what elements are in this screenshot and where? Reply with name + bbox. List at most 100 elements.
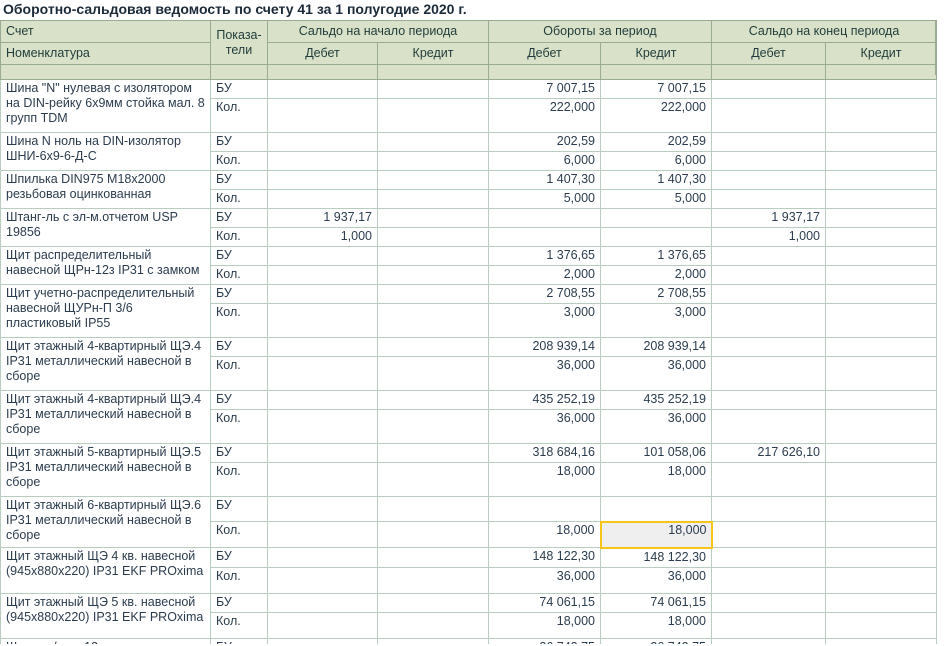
cell-turnover-credit[interactable]: 18,000 — [600, 611, 712, 639]
cell-indicator-kol[interactable]: Кол. — [210, 227, 268, 247]
cell-turnover-debit[interactable] — [488, 496, 601, 522]
cell-closing-debit[interactable] — [711, 246, 826, 266]
cell-turnover-credit[interactable] — [600, 208, 712, 228]
cell-nomenclature[interactable]: Шина "N" нулевая с изолятором на DIN-рей… — [0, 79, 211, 133]
cell-indicator-kol[interactable]: Кол. — [210, 303, 268, 338]
cell-opening-credit[interactable] — [377, 208, 489, 228]
cell-nomenclature[interactable]: Шина N ноль на DIN-изолятор ШНИ-6х9-6-Д-… — [0, 132, 211, 171]
cell-opening-credit[interactable] — [377, 356, 489, 391]
cell-turnover-credit[interactable]: 18,000 — [600, 462, 712, 497]
cell-turnover-credit[interactable]: 3,000 — [600, 303, 712, 338]
cell-turnover-debit[interactable]: 1 407,30 — [488, 170, 601, 190]
cell-indicator-bu[interactable]: БУ — [210, 496, 268, 522]
table-row[interactable]: Кол. 36,000 36,000 — [1, 409, 938, 444]
cell-closing-credit[interactable] — [824, 356, 938, 391]
table-row[interactable]: Щит этажный 6-квартирный ЩЭ.6 IP31 метал… — [0, 496, 938, 548]
cell-opening-debit[interactable] — [267, 592, 378, 613]
cell-indicator-kol[interactable]: Кол. — [210, 409, 268, 444]
table-scroll-area[interactable]: Счет Показа- тели Сальдо на начало перио… — [0, 20, 947, 644]
cell-turnover-credit[interactable]: 1 407,30 — [600, 170, 712, 190]
cell-closing-credit[interactable] — [824, 496, 938, 522]
cell-opening-credit[interactable] — [377, 337, 489, 357]
table-row[interactable]: Кол. 18,000 18,000 — [1, 462, 938, 497]
cell-turnover-credit[interactable]: 36,000 — [600, 356, 712, 391]
table-row[interactable]: Шина N ноль на DIN-изолятор ШНИ-6х9-6-Д-… — [0, 132, 938, 171]
cell-closing-credit[interactable] — [824, 132, 938, 152]
cell-turnover-credit[interactable]: 74 061,15 — [600, 592, 712, 613]
cell-opening-credit[interactable] — [377, 303, 489, 338]
cell-indicator-kol[interactable]: Кол. — [210, 521, 268, 548]
cell-nomenclature[interactable]: Щит распределительный навесной ЩРн-12з I… — [0, 246, 211, 285]
cell-turnover-debit[interactable]: 18,000 — [488, 611, 601, 639]
cell-closing-credit[interactable] — [824, 189, 938, 209]
cell-turnover-debit[interactable]: 435 252,19 — [488, 390, 601, 410]
cell-turnover-debit[interactable]: 318 684,16 — [488, 443, 601, 463]
cell-closing-debit[interactable] — [711, 170, 826, 190]
cell-closing-debit[interactable] — [711, 151, 826, 171]
cell-opening-debit[interactable] — [267, 521, 378, 548]
cell-indicator-bu[interactable]: БУ — [210, 170, 268, 190]
cell-closing-credit[interactable] — [824, 611, 938, 639]
cell-turnover-debit[interactable]: 2 708,55 — [488, 284, 601, 304]
cell-opening-credit[interactable] — [377, 637, 489, 644]
cell-turnover-credit[interactable]: 5,000 — [600, 189, 712, 209]
cell-closing-debit[interactable] — [711, 566, 826, 594]
cell-opening-credit[interactable] — [377, 521, 489, 548]
cell-nomenclature[interactable]: Щит этажный 4-квартирный ЩЭ.4 IP31 метал… — [0, 337, 211, 391]
cell-nomenclature[interactable]: Щит этажный 5-квартирный ЩЭ.5 IP31 метал… — [0, 443, 211, 497]
cell-opening-credit[interactable] — [377, 189, 489, 209]
cell-opening-debit[interactable] — [267, 566, 378, 594]
cell-indicator-kol[interactable]: Кол. — [210, 189, 268, 209]
cell-turnover-credit[interactable]: 36,000 — [600, 409, 712, 444]
cell-closing-debit[interactable] — [711, 462, 826, 497]
table-row[interactable]: Шпилька DIN975 M18x2000 резьбовая оцинко… — [0, 170, 938, 209]
cell-opening-debit[interactable] — [267, 132, 378, 152]
cell-turnover-debit[interactable]: 36,000 — [488, 409, 601, 444]
cell-closing-debit[interactable] — [711, 265, 826, 285]
cell-turnover-credit[interactable]: 6,000 — [600, 151, 712, 171]
cell-closing-credit[interactable] — [824, 170, 938, 190]
cell-opening-credit[interactable] — [377, 132, 489, 152]
table-row[interactable]: Щит этажный 4-квартирный ЩЭ.4 IP31 метал… — [0, 337, 938, 391]
cell-closing-debit[interactable]: 1,000 — [711, 227, 826, 247]
cell-turnover-debit[interactable]: 26 742,75 — [488, 637, 601, 644]
cell-closing-debit[interactable] — [711, 303, 826, 338]
cell-opening-debit[interactable] — [267, 409, 378, 444]
cell-opening-debit[interactable] — [267, 303, 378, 338]
cell-closing-credit[interactable] — [824, 409, 938, 444]
cell-closing-debit[interactable]: 1 937,17 — [711, 208, 826, 228]
cell-indicator-bu[interactable]: БУ — [210, 547, 268, 568]
cell-turnover-credit[interactable]: 7 007,15 — [600, 79, 712, 99]
cell-opening-debit[interactable] — [267, 151, 378, 171]
header-group-closing[interactable]: Сальдо на конец периода — [710, 20, 938, 43]
cell-turnover-credit[interactable]: 2,000 — [600, 265, 712, 285]
header-closing-debit[interactable]: Дебет — [711, 42, 826, 65]
cell-closing-debit[interactable] — [711, 390, 826, 410]
cell-turnover-credit[interactable]: 36,000 — [600, 566, 712, 594]
cell-closing-debit[interactable] — [711, 637, 826, 644]
cell-opening-credit[interactable] — [377, 79, 489, 99]
cell-opening-debit[interactable] — [267, 170, 378, 190]
cell-turnover-credit[interactable]: 26 742,75 — [600, 637, 712, 644]
cell-opening-debit[interactable] — [267, 98, 378, 133]
table-row[interactable]: Щит этажный 4-квартирный ЩЭ.4 IP31 метал… — [0, 390, 938, 444]
cell-turnover-credit[interactable]: 148 122,30 — [600, 547, 712, 568]
header-closing-credit[interactable]: Кредит — [824, 42, 938, 65]
cell-closing-credit[interactable] — [824, 443, 938, 463]
cell-opening-credit[interactable] — [377, 284, 489, 304]
cell-opening-debit[interactable] — [267, 337, 378, 357]
cell-opening-debit[interactable] — [267, 79, 378, 99]
header-nomenclature[interactable]: Номенклатура — [0, 42, 211, 65]
table-row[interactable]: Щиток о/п на 12 мод. с двер. 280х190х93м… — [0, 637, 938, 644]
cell-indicator-bu[interactable]: БУ — [210, 284, 268, 304]
table-row[interactable]: Щит распределительный навесной ЩРн-12з I… — [0, 246, 938, 285]
cell-closing-debit[interactable] — [711, 189, 826, 209]
cell-opening-debit[interactable] — [267, 265, 378, 285]
cell-closing-credit[interactable] — [824, 98, 938, 133]
cell-turnover-debit[interactable]: 1 376,65 — [488, 246, 601, 266]
cell-turnover-debit[interactable]: 18,000 — [488, 462, 601, 497]
cell-turnover-credit[interactable]: 222,000 — [600, 98, 712, 133]
cell-opening-debit[interactable] — [267, 390, 378, 410]
header-opening-credit[interactable]: Кредит — [377, 42, 489, 65]
table-row[interactable]: Щит этажный ЩЭ 4 кв. навесной (945х880х2… — [0, 547, 938, 594]
